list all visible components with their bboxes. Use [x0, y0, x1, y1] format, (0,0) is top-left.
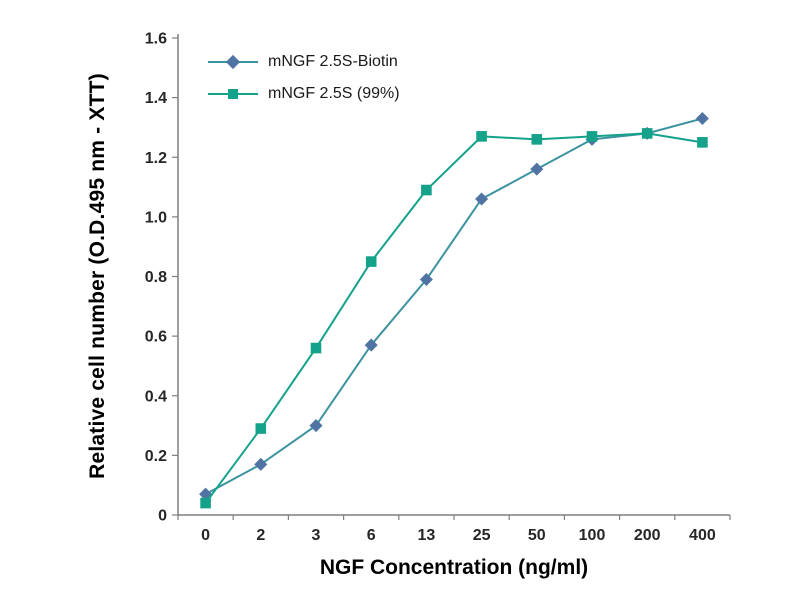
svg-text:400: 400 — [689, 527, 716, 544]
svg-text:0: 0 — [201, 527, 210, 544]
y-axis-title: Relative cell number (O.D.495 nm - XTT) — [86, 73, 109, 479]
svg-text:0.6: 0.6 — [145, 329, 167, 346]
svg-text:3: 3 — [312, 527, 321, 544]
svg-text:100: 100 — [579, 527, 606, 544]
svg-text:25: 25 — [473, 527, 491, 544]
svg-text:0: 0 — [158, 508, 167, 525]
svg-text:1.2: 1.2 — [145, 150, 167, 167]
svg-text:2: 2 — [256, 527, 265, 544]
svg-text:1.4: 1.4 — [145, 90, 167, 107]
svg-text:13: 13 — [418, 527, 436, 544]
svg-text:0.2: 0.2 — [145, 448, 167, 465]
svg-text:0.8: 0.8 — [145, 269, 167, 286]
svg-text:1.6: 1.6 — [145, 31, 167, 48]
legend-swatch-99pct — [208, 82, 258, 106]
svg-text:200: 200 — [634, 527, 661, 544]
legend: mNGF 2.5S-Biotin mNGF 2.5S (99%) — [208, 50, 400, 106]
svg-text:50: 50 — [528, 527, 546, 544]
legend-swatch-biotin — [208, 50, 258, 74]
svg-text:0.4: 0.4 — [145, 388, 167, 405]
x-axis-title: NGF Concentration (ng/ml) — [319, 556, 589, 579]
diamond-marker-icon — [225, 54, 241, 70]
legend-label-biotin: mNGF 2.5S-Biotin — [268, 53, 398, 70]
svg-text:6: 6 — [367, 527, 376, 544]
legend-item-biotin: mNGF 2.5S-Biotin — [208, 50, 400, 74]
legend-item-99pct: mNGF 2.5S (99%) — [208, 82, 400, 106]
legend-label-99pct: mNGF 2.5S (99%) — [268, 85, 400, 102]
svg-text:1.0: 1.0 — [145, 209, 167, 226]
square-marker-icon — [228, 89, 238, 99]
